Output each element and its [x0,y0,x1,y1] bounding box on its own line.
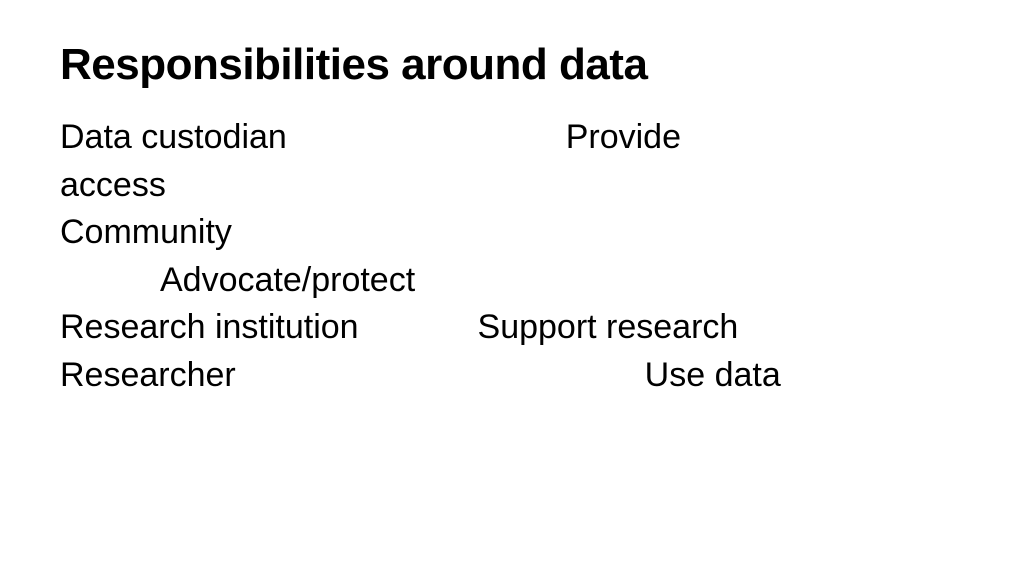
role-label: Data custodian [60,114,287,162]
row-community: Community [60,209,964,257]
responsibility-label: Provide [566,114,681,162]
slide: Responsibilities around data Data custod… [0,0,1024,576]
slide-title: Responsibilities around data [60,40,964,90]
role-label: Community [60,209,232,257]
responsibility-label: Support research [478,304,739,352]
row-research-institution: Research institution Support research [60,304,964,352]
row-researcher: Researcher Use data [60,352,964,400]
role-label: Research institution [60,304,359,352]
responsibility-wrap: access [60,162,964,210]
role-label: Researcher [60,352,236,400]
row-data-custodian: Data custodian Provide [60,114,964,162]
responsibility-indent: Advocate/protect [60,257,964,305]
slide-body: Data custodian Provide access Community … [60,114,964,400]
responsibility-label: Use data [645,352,781,400]
